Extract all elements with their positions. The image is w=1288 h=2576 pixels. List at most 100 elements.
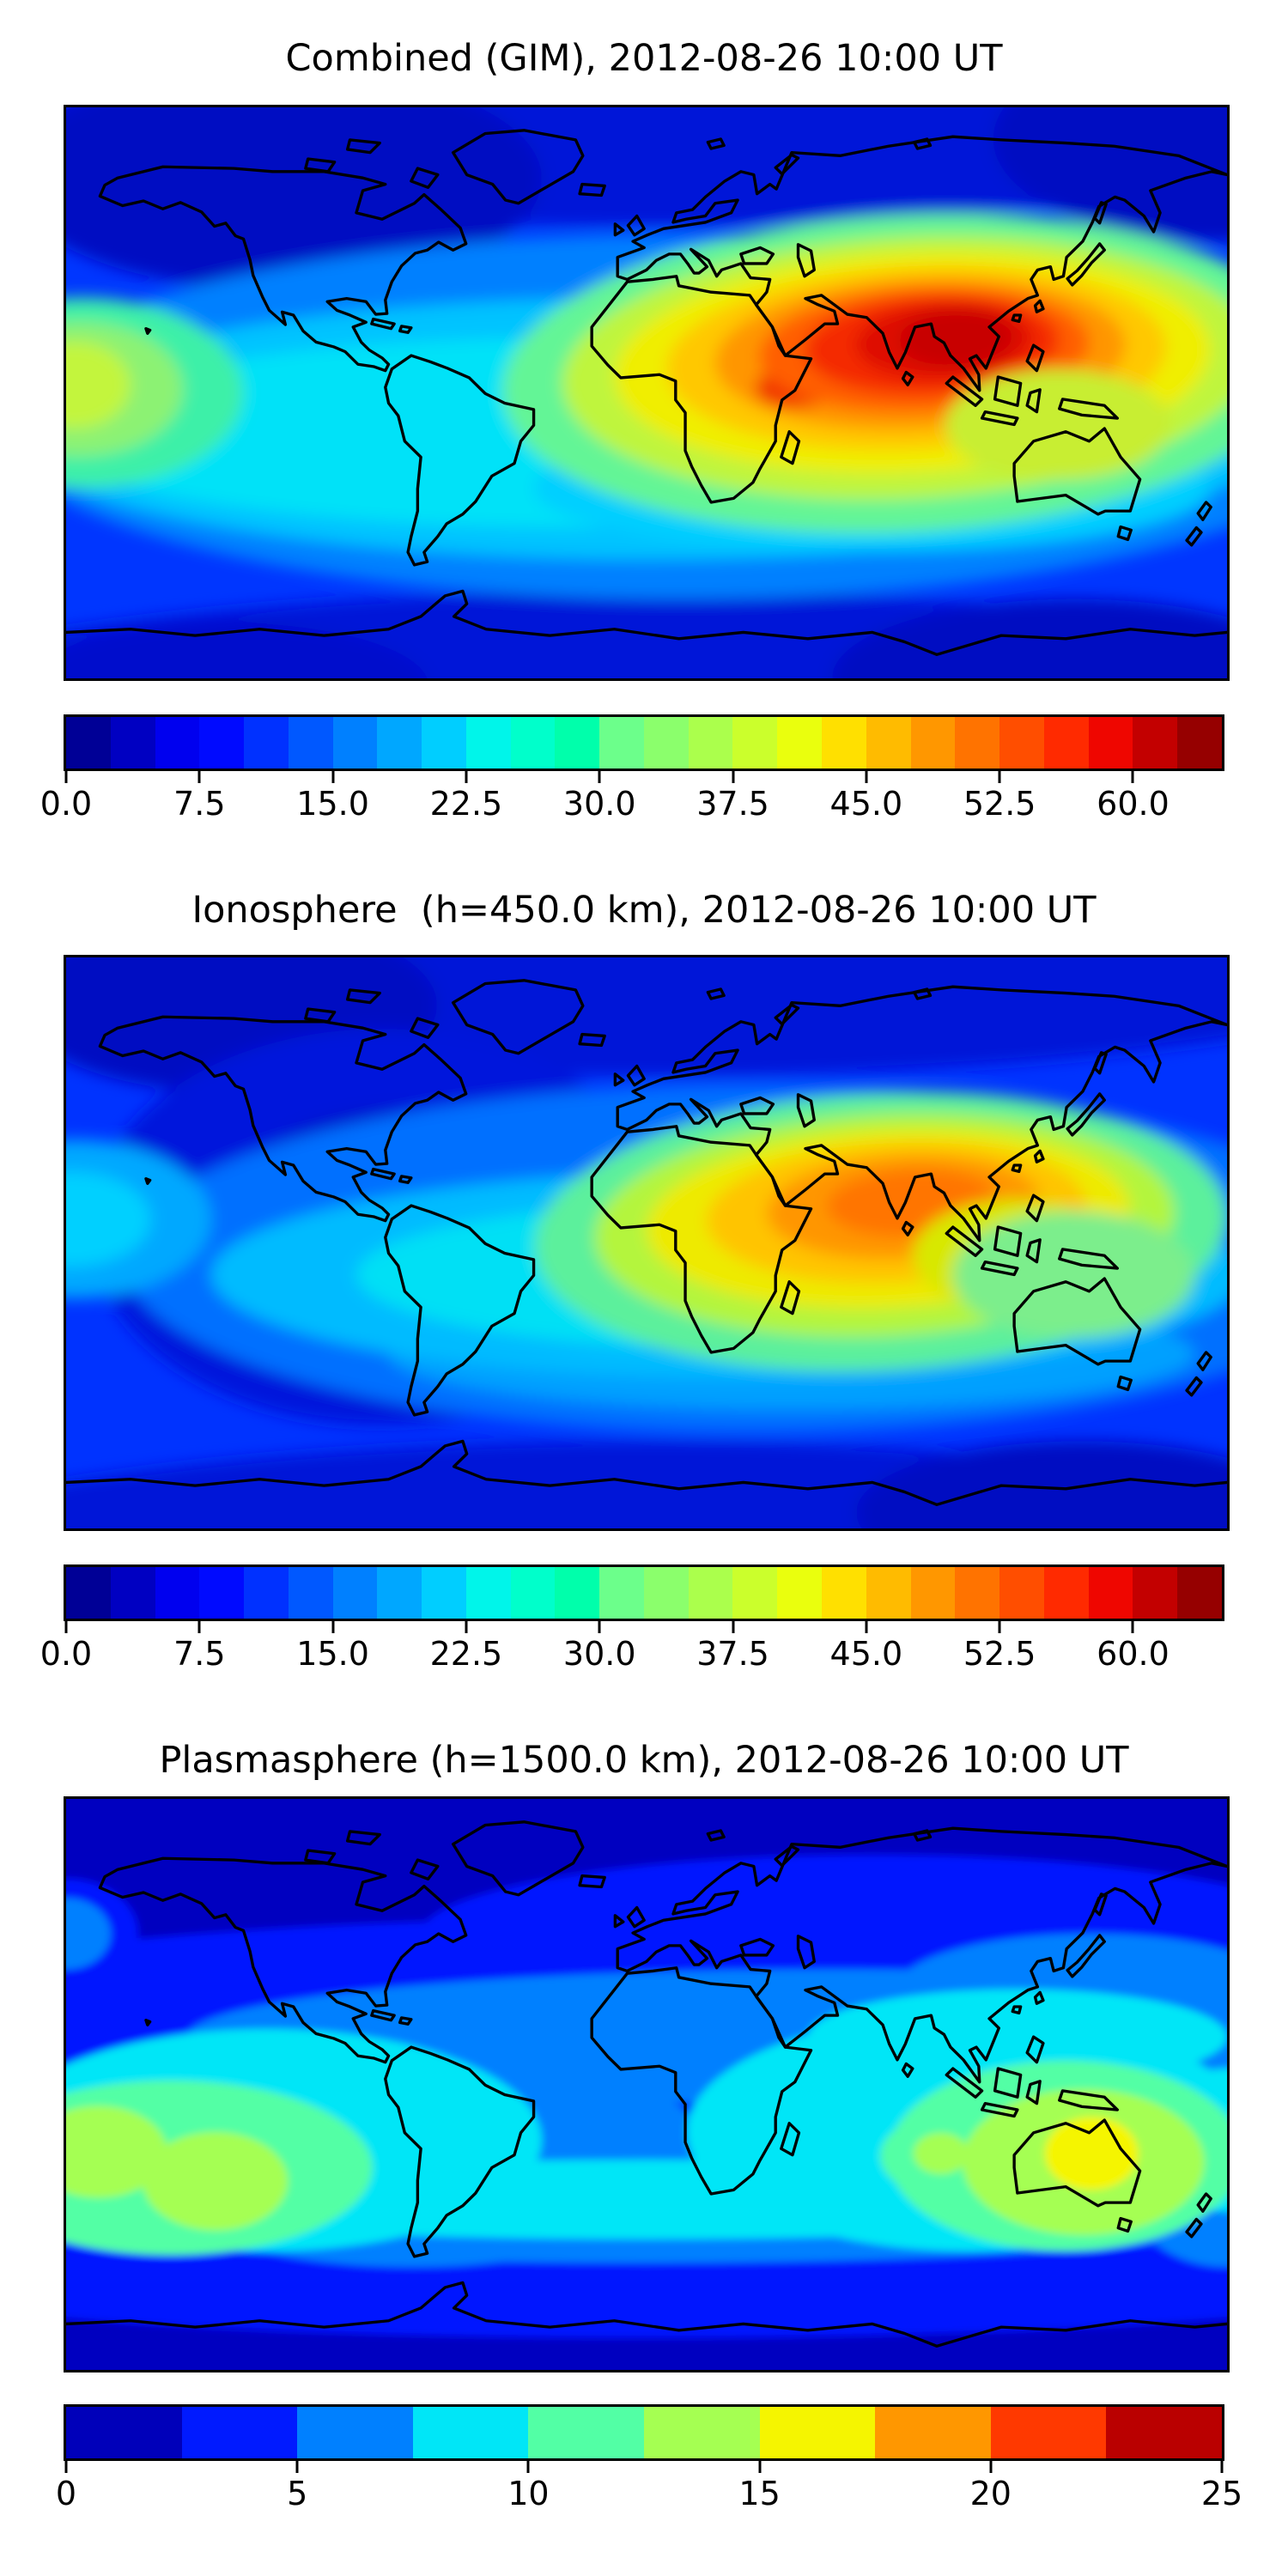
colorbar-tick-mark <box>989 2461 993 2473</box>
colorbar-gradient-bar <box>64 1564 1224 1621</box>
colorbar-segment <box>1088 1567 1133 1619</box>
colorbar-segment <box>66 717 111 769</box>
colorbar-segment <box>955 1567 1000 1619</box>
colorbar-ticks: 0.0 7.5 15.0 22.5 30.0 37.5 45.0 52.5 60.0 <box>40 1621 1222 1673</box>
colorbar-tick-label: 15.0 <box>296 785 369 823</box>
colorbar-tick-mark <box>295 2461 299 2473</box>
colorbar-tick-mark <box>1220 2461 1224 2473</box>
panel-2-colorbar: 0.0 7.5 15.0 22.5 30.0 37.5 45.0 52.5 60.0 <box>40 1564 1224 1673</box>
colorbar-tick-label: 15.0 <box>296 1635 369 1673</box>
colorbar-segment <box>510 1567 556 1619</box>
colorbar-tick-mark <box>732 771 735 783</box>
colorbar-segment <box>297 2407 413 2458</box>
colorbar-tick-mark <box>197 1621 201 1633</box>
colorbar-tick-label: 52.5 <box>963 785 1036 823</box>
colorbar-tick-label: 37.5 <box>696 785 769 823</box>
colorbar-segment <box>822 717 866 769</box>
panel-2-title: Ionosphere (h=450.0 km), 2012-08-26 10:0… <box>191 889 1097 932</box>
colorbar-segment <box>1043 717 1089 769</box>
colorbar-tick-mark <box>526 2461 530 2473</box>
colorbar-segment <box>732 1567 778 1619</box>
colorbar-tick-label: 30.0 <box>562 1635 636 1673</box>
colorbar-segment <box>866 1567 911 1619</box>
colorbar-tick-label: 7.5 <box>173 1635 226 1673</box>
colorbar-tick-mark <box>465 771 468 783</box>
colorbar-tick-label: 20 <box>969 2475 1012 2512</box>
colorbar-segment <box>332 717 378 769</box>
colorbar-tick-mark <box>64 1621 68 1633</box>
colorbar-segment <box>999 717 1044 769</box>
colorbar-segment <box>1106 2407 1222 2458</box>
colorbar-segment <box>1133 717 1178 769</box>
colorbar-tick-label: 52.5 <box>963 1635 1036 1673</box>
colorbar-segment <box>875 2407 991 2458</box>
colorbar-tick-mark <box>197 771 201 783</box>
colorbar-tick-label: 30.0 <box>562 785 636 823</box>
colorbar-segment <box>510 717 556 769</box>
panel-3-contour-plot <box>66 1799 1227 2370</box>
colorbar-tick-label: 0.0 <box>39 785 93 823</box>
colorbar-segment <box>110 1567 155 1619</box>
colorbar-tick-label: 5 <box>287 2475 308 2512</box>
colorbar-segment <box>288 717 333 769</box>
colorbar-segment <box>643 2407 760 2458</box>
colorbar-tick-label: 25 <box>1200 2475 1243 2512</box>
colorbar-segment <box>66 2407 182 2458</box>
colorbar-segment <box>199 1567 245 1619</box>
colorbar-tick-mark <box>1131 1621 1134 1633</box>
colorbar-segment <box>155 1567 200 1619</box>
colorbar-ticks: 0.0 7.5 15.0 22.5 30.0 37.5 45.0 52.5 60.0 <box>40 771 1222 823</box>
colorbar-ticks: 0 5 10 15 20 25 <box>56 2461 1242 2512</box>
colorbar-segment <box>643 717 689 769</box>
colorbar-segment <box>1043 1567 1089 1619</box>
colorbar-segment <box>1133 1567 1178 1619</box>
panel-1-contour-plot <box>66 107 1227 678</box>
colorbar-tick-label: 37.5 <box>696 1635 769 1673</box>
colorbar-segment <box>412 2407 529 2458</box>
colorbar-segment <box>465 1567 511 1619</box>
panel-3-colorbar: 0 5 10 15 20 25 <box>56 2404 1242 2512</box>
colorbar-segment <box>110 717 155 769</box>
colorbar-segment <box>688 1567 733 1619</box>
colorbar-segment <box>688 717 733 769</box>
colorbar-segment <box>866 717 911 769</box>
colorbar-segment <box>199 717 245 769</box>
colorbar-segment <box>599 717 644 769</box>
panel-1-map <box>64 105 1230 681</box>
colorbar-segment <box>955 717 1000 769</box>
colorbar-tick-label: 60.0 <box>1097 785 1170 823</box>
colorbar-tick-mark <box>331 771 335 783</box>
colorbar-segment <box>332 1567 378 1619</box>
colorbar-gradient-bar <box>64 714 1224 771</box>
colorbar-tick-label: 0.0 <box>39 1635 93 1673</box>
colorbar-tick-mark <box>64 771 68 783</box>
colorbar-tick-label: 22.5 <box>429 785 503 823</box>
colorbar-segment <box>910 1567 956 1619</box>
colorbar-segment <box>528 2407 644 2458</box>
colorbar-segment <box>643 1567 689 1619</box>
colorbar-tick-mark <box>758 2461 762 2473</box>
panel-2-contour-plot <box>66 957 1227 1528</box>
colorbar-segment <box>422 1567 466 1619</box>
colorbar-segment <box>822 1567 866 1619</box>
colorbar-segment <box>1177 1567 1222 1619</box>
panel-3-map <box>64 1796 1230 2372</box>
colorbar-gradient-bar <box>64 2404 1224 2461</box>
colorbar-segment <box>990 2407 1107 2458</box>
colorbar-segment <box>181 2407 298 2458</box>
colorbar-segment <box>155 717 200 769</box>
colorbar-segment <box>599 1567 644 1619</box>
panel-2-map <box>64 955 1230 1531</box>
colorbar-tick-label: 22.5 <box>429 1635 503 1673</box>
colorbar-segment <box>999 1567 1044 1619</box>
colorbar-tick-mark <box>865 771 868 783</box>
colorbar-tick-label: 7.5 <box>173 785 226 823</box>
colorbar-tick-mark <box>598 771 601 783</box>
colorbar-segment <box>244 717 289 769</box>
colorbar-tick-mark <box>598 1621 601 1633</box>
colorbar-segment <box>66 1567 111 1619</box>
colorbar-tick-mark <box>732 1621 735 1633</box>
colorbar-segment <box>288 1567 333 1619</box>
colorbar-tick-mark <box>465 1621 468 1633</box>
